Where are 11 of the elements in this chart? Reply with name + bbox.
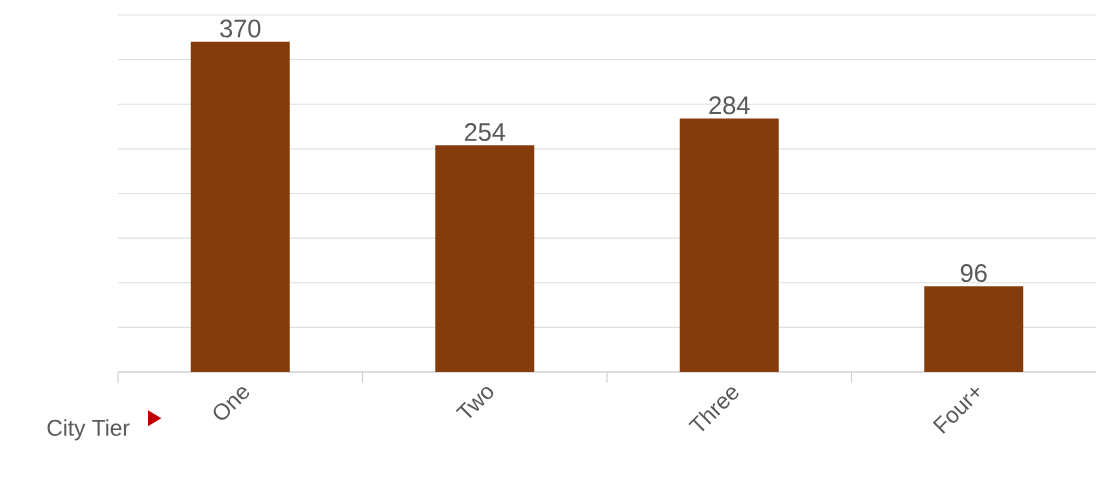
data-label: 96 [960, 264, 987, 283]
bar [679, 118, 779, 372]
bar [924, 286, 1024, 372]
x-axis-title: City Tier [47, 419, 130, 441]
data-label: 284 [709, 96, 750, 115]
x-tick-label: Two [455, 386, 494, 419]
data-label: 370 [220, 19, 261, 38]
x-tick-label: One [213, 387, 250, 420]
data-label: 254 [464, 123, 506, 142]
bar [190, 41, 290, 372]
bar [435, 145, 535, 372]
